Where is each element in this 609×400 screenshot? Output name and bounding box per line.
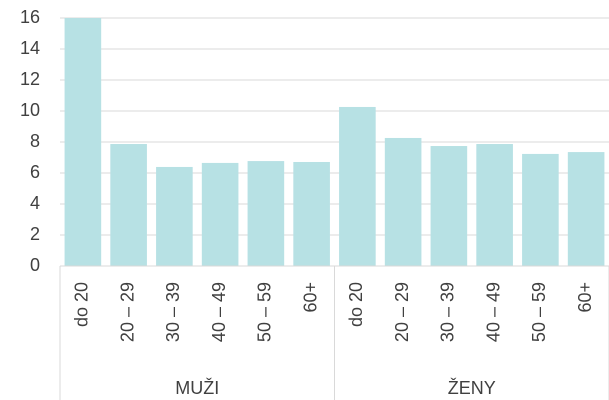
x-tick-label: 60+: [300, 282, 320, 313]
x-tick-label: 50 – 59: [255, 282, 275, 342]
bar: [156, 166, 193, 266]
bar: [567, 152, 605, 266]
x-tick-label: 50 – 59: [529, 282, 549, 342]
y-tick-label: 12: [20, 69, 40, 89]
group-label: MUŽI: [175, 378, 219, 398]
x-tick-label: 20 – 29: [117, 282, 137, 342]
y-tick-label: 2: [30, 224, 40, 244]
bar: [384, 137, 422, 266]
x-tick-label: 30 – 39: [438, 282, 458, 342]
x-tick-label: do 20: [72, 282, 92, 327]
x-tick-label: 40 – 49: [209, 282, 229, 342]
x-tick-label: 60+: [575, 282, 595, 313]
group-label: ŽENY: [448, 378, 496, 398]
y-tick-label: 16: [20, 7, 40, 27]
bar: [64, 18, 102, 266]
bar: [476, 144, 513, 266]
bar: [430, 146, 468, 266]
x-tick-label: 30 – 39: [163, 282, 183, 342]
y-tick-label: 6: [30, 162, 40, 182]
x-tick-label: 40 – 49: [483, 282, 503, 342]
bar: [110, 144, 147, 266]
bar: [339, 106, 376, 266]
bar: [293, 161, 330, 266]
bar: [247, 161, 285, 266]
y-tick-label: 4: [30, 193, 40, 213]
bar: [201, 162, 239, 266]
y-tick-label: 8: [30, 131, 40, 151]
bar: [522, 153, 559, 266]
y-tick-label: 10: [20, 100, 40, 120]
x-tick-label: 20 – 29: [392, 282, 412, 342]
y-tick-label: 14: [20, 38, 40, 58]
y-tick-label: 0: [30, 255, 40, 275]
x-tick-label: do 20: [346, 282, 366, 327]
